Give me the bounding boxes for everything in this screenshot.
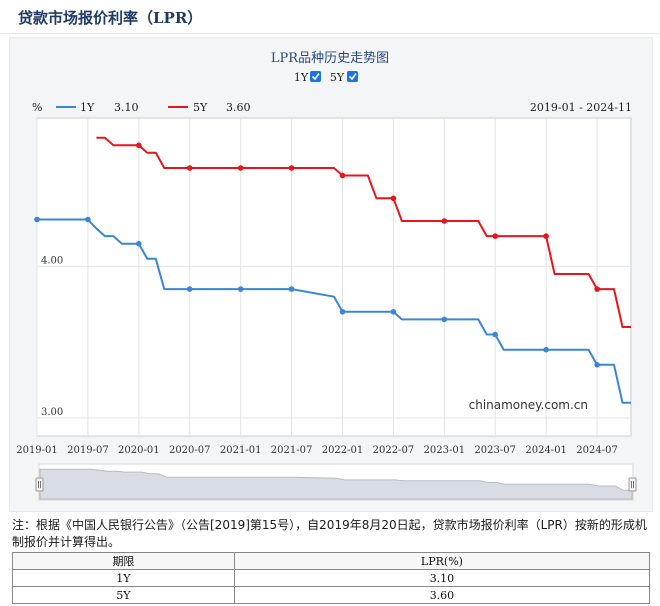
data-point-1y (136, 240, 142, 247)
x-tick-label: 2023-01 (424, 445, 466, 456)
data-point-5y (492, 233, 499, 239)
legend-1y-name: 1Y (80, 101, 95, 114)
data-point-1y (390, 309, 397, 315)
chart-title: LPR品种历史走势图 (271, 50, 389, 66)
legend-1y[interactable]: 1Y 3.10 (56, 101, 139, 114)
y-axis: 3.00 4.00 (41, 255, 63, 417)
data-point-1y (594, 362, 600, 368)
table-row: 5Y 3.60 (12, 586, 651, 604)
data-point-1y (492, 331, 499, 338)
x-tick-label: 2022-07 (373, 445, 415, 456)
table-cell: 5Y (12, 586, 235, 604)
table-header-lpr: LPR(%) (233, 552, 651, 570)
x-tick-label: 2024-01 (525, 445, 567, 456)
x-tick-label: 2019-07 (67, 445, 109, 456)
table-cell: 1Y (12, 569, 235, 587)
x-tick-label: 2021-01 (220, 445, 262, 456)
chart-panel: LPR品种历史走势图 1Y 5Y % 1Y 3.10 5Y 3.60 2019-… (9, 37, 653, 512)
series-markers (34, 142, 600, 368)
data-point-5y (339, 172, 346, 179)
y-tick-label: 4.00 (41, 255, 63, 266)
x-tick-label: 2020-01 (118, 445, 160, 456)
plot-area (36, 117, 632, 437)
range-navigator[interactable] (35, 463, 637, 501)
lpr-history-chart: LPR品种历史走势图 1Y 5Y % 1Y 3.10 5Y 3.60 2019-… (16, 50, 637, 501)
table-cell: 3.60 (233, 586, 651, 604)
data-point-5y (186, 165, 193, 171)
y-tick-label: 3.00 (41, 407, 63, 418)
date-range: 2019-01 - 2024-11 (530, 101, 632, 114)
data-point-1y (543, 346, 549, 353)
data-point-1y (34, 216, 40, 223)
x-tick-label: 2019-01 (16, 445, 58, 456)
data-point-1y (237, 286, 244, 292)
table-row: 1Y 3.10 (12, 569, 651, 587)
x-tick-label: 2023-07 (474, 445, 516, 456)
data-point-5y (543, 233, 549, 239)
navigator-left-handle[interactable] (35, 477, 44, 492)
toggle-1y-label: 1Y (294, 71, 309, 84)
x-tick-label: 2024-07 (576, 445, 618, 456)
table-header-term: 期限 (12, 552, 235, 570)
data-point-1y (339, 309, 346, 315)
legend-5y-value: 3.60 (226, 101, 251, 114)
data-point-5y (441, 218, 448, 224)
data-point-5y (136, 142, 142, 149)
toggle-5y-label: 5Y (330, 71, 345, 84)
legend-5y[interactable]: 5Y 3.60 (168, 101, 251, 114)
x-tick-label: 2020-07 (169, 445, 211, 456)
data-point-1y (186, 286, 193, 292)
lpr-table: 期限 LPR(%) 1Y 3.10 5Y 3.60 (12, 552, 651, 604)
toggle-1y-checkbox[interactable] (310, 71, 321, 82)
navigator-right-handle[interactable] (628, 477, 637, 492)
table-cell: 3.10 (233, 569, 651, 587)
footnote: 注：根据《中国人民银行公告》（公告[2019]第15号），自2019年8月20日… (12, 518, 647, 549)
data-point-1y (288, 286, 295, 292)
table-header-row: 期限 LPR(%) (12, 552, 651, 570)
x-axis: 2019-01 2019-07 2020-01 2020-07 2021-01 2021-… (16, 445, 618, 456)
data-point-5y (237, 165, 244, 171)
data-point-1y (85, 216, 91, 223)
watermark: chinamoney.com.cn (469, 398, 588, 412)
x-tick-label: 2021-07 (271, 445, 313, 456)
page-title: 贷款市场报价利率（LPR） (18, 9, 203, 27)
data-point-5y (288, 165, 295, 171)
data-point-5y (390, 195, 397, 202)
navigator-area (39, 468, 633, 500)
legend-1y-value: 3.10 (114, 101, 139, 114)
data-point-1y (441, 316, 448, 323)
data-point-5y (594, 286, 600, 292)
toggle-5y-checkbox[interactable] (347, 71, 358, 82)
unit-label: % (32, 101, 42, 114)
divider (0, 33, 660, 34)
gridlines (36, 118, 631, 436)
x-tick-label: 2022-01 (322, 445, 364, 456)
series-line-5y (96, 136, 631, 328)
legend-5y-name: 5Y (193, 101, 208, 114)
